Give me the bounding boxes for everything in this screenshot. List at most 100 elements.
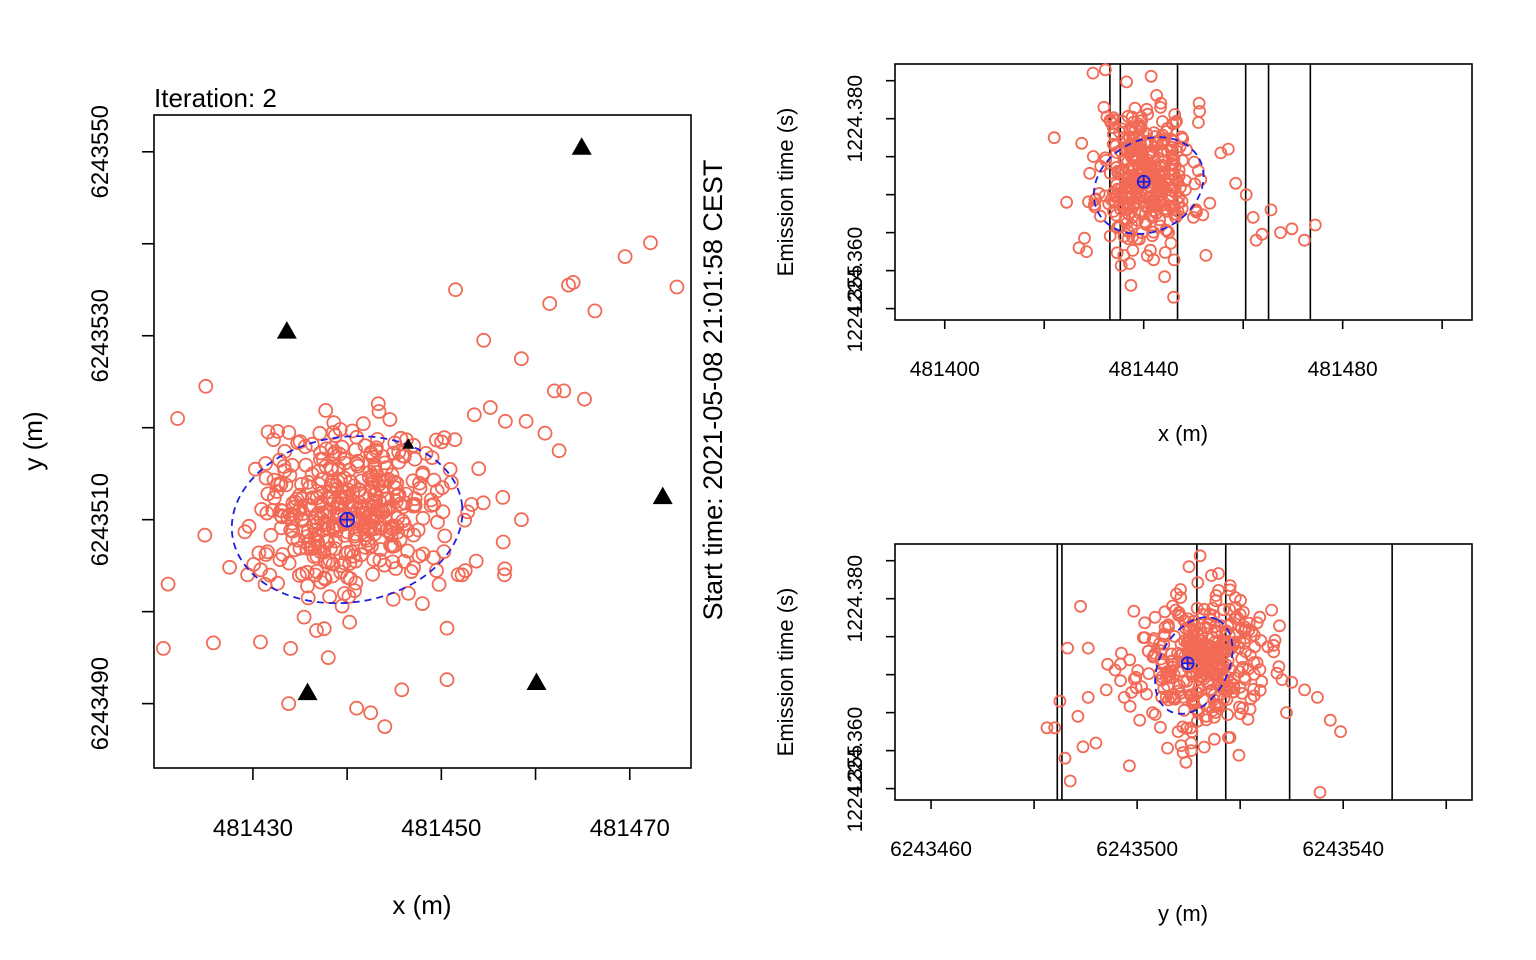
solution-point — [318, 441, 334, 457]
top-right-scatter-panel: x (m) Emission time (s) 481400 481440 4814… — [773, 63, 1473, 446]
solution-point — [304, 436, 320, 452]
solution-point — [460, 504, 476, 520]
solution-point — [348, 442, 364, 458]
solution-point — [327, 533, 343, 549]
solution-point — [1106, 121, 1120, 135]
solution-point — [414, 596, 430, 611]
solution-point — [1080, 245, 1093, 259]
solution-point — [1221, 708, 1234, 721]
solution-point — [1145, 229, 1159, 243]
solution-point — [285, 530, 301, 546]
solution-point — [1205, 569, 1218, 582]
solution-point — [334, 598, 350, 614]
solution-point — [1285, 675, 1299, 689]
solution-point — [1148, 610, 1162, 624]
solution-point — [1111, 164, 1125, 178]
solution-point — [1140, 687, 1153, 701]
solution-point — [429, 483, 445, 499]
solution-point — [198, 378, 214, 394]
solution-point — [397, 495, 413, 511]
solution-point — [197, 527, 213, 543]
solution-point — [1209, 589, 1223, 602]
y-tick-label: 6243490 — [87, 657, 114, 750]
solution-point — [457, 563, 473, 578]
solution-point — [1141, 107, 1155, 121]
bottom-right-x-axis-label: y (m) — [1158, 901, 1208, 926]
solution-point — [298, 457, 314, 473]
solution-point — [1214, 146, 1228, 160]
solution-point — [1212, 650, 1226, 663]
solution-point — [1127, 604, 1141, 618]
main-plot-frame — [153, 114, 692, 769]
solution-point — [390, 510, 406, 526]
confidence-ellipse — [1154, 616, 1234, 715]
solution-point — [1157, 627, 1171, 641]
center-marker — [339, 511, 356, 528]
solution-point — [1154, 720, 1167, 734]
solution-point — [482, 400, 498, 415]
solution-point — [1158, 270, 1171, 284]
solution-point — [1146, 189, 1159, 202]
solution-point — [331, 461, 347, 477]
solution-point — [155, 641, 171, 656]
solution-point — [1235, 652, 1249, 666]
solution-point — [281, 696, 297, 711]
solution-point — [1136, 154, 1150, 168]
solution-point — [1212, 567, 1225, 580]
top-right-overlay — [1092, 136, 1205, 235]
solution-point — [495, 534, 511, 550]
solution-point — [1167, 134, 1180, 148]
solution-point — [1123, 759, 1136, 773]
solution-point — [1223, 731, 1237, 744]
solution-point — [316, 570, 332, 586]
solution-point — [1103, 229, 1117, 243]
solution-point — [1267, 638, 1280, 652]
solution-point — [1161, 741, 1174, 755]
solution-point — [349, 700, 365, 716]
solution-point — [1198, 620, 1212, 634]
solution-point — [313, 574, 329, 590]
solution-point — [1270, 666, 1284, 680]
solution-point — [1267, 645, 1281, 659]
solution-point — [1245, 625, 1259, 638]
solution-point — [311, 463, 327, 479]
solution-point — [1203, 607, 1217, 621]
solution-point — [1117, 248, 1131, 262]
solution-point — [1075, 136, 1089, 150]
solution-point — [1197, 663, 1211, 677]
solution-point — [237, 524, 253, 540]
solution-point — [587, 303, 603, 319]
solution-point — [355, 416, 371, 432]
top-right-x-axis-label: x (m) — [1158, 421, 1208, 446]
solution-point — [260, 486, 276, 502]
solution-point — [537, 425, 553, 441]
solution-point — [1072, 241, 1086, 255]
solution-point — [253, 634, 268, 650]
solution-point — [1179, 755, 1193, 769]
solution-point — [1133, 189, 1146, 203]
solution-point — [1239, 188, 1253, 202]
solution-point — [1058, 751, 1072, 765]
solution-point — [1177, 703, 1191, 717]
solution-point — [1131, 664, 1145, 677]
solution-point — [1334, 725, 1347, 738]
center-marker — [1136, 174, 1151, 189]
solution-point — [1089, 736, 1103, 750]
solution-point — [326, 446, 342, 462]
solution-point — [258, 456, 274, 471]
solution-point — [1219, 626, 1232, 640]
x-tick-label: 481480 — [1308, 358, 1378, 381]
solution-point — [300, 474, 316, 490]
solution-point — [1168, 108, 1182, 121]
solution-point — [286, 499, 302, 515]
solution-point — [222, 559, 238, 575]
solution-point — [281, 425, 297, 440]
solution-point — [439, 672, 455, 688]
y-tick-label: 1224.380 — [844, 555, 867, 643]
solution-point — [1242, 616, 1256, 630]
solution-point — [387, 435, 403, 451]
solution-point — [547, 383, 562, 399]
solution-point — [448, 282, 463, 298]
solution-point — [263, 527, 279, 543]
